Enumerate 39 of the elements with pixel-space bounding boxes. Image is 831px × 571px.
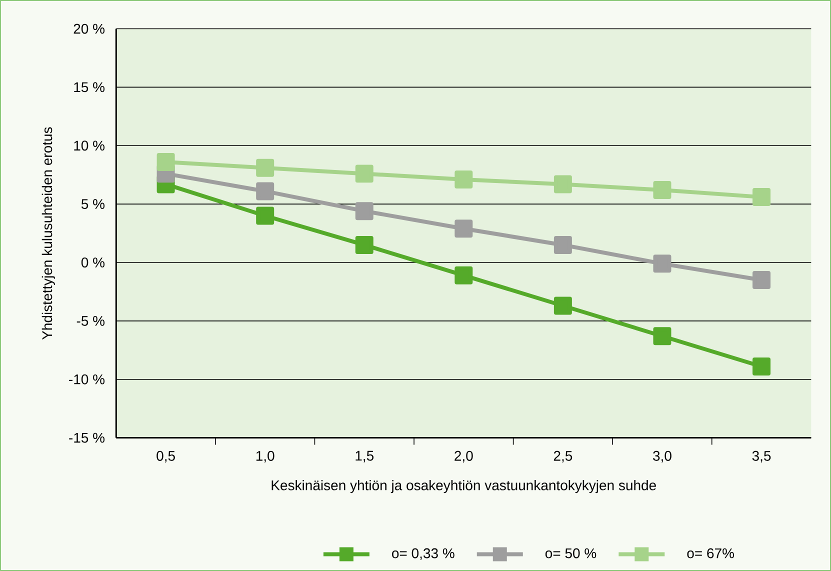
point bbox=[355, 164, 374, 183]
legend-label: o= 50 % bbox=[545, 548, 596, 558]
legend-label: o= 67% bbox=[687, 548, 734, 558]
y-tick-label: 0 % bbox=[81, 258, 105, 268]
point bbox=[355, 236, 374, 254]
y-tick-label: -10 % bbox=[69, 374, 105, 384]
y-tick-label: 20 % bbox=[74, 24, 105, 34]
y-tick-label: -15 % bbox=[69, 432, 105, 443]
point bbox=[752, 358, 771, 376]
y-tick-label: 10 % bbox=[74, 140, 105, 151]
point bbox=[156, 153, 175, 171]
point bbox=[653, 327, 672, 346]
point bbox=[256, 206, 274, 225]
point bbox=[454, 220, 473, 238]
point bbox=[653, 181, 672, 200]
point bbox=[752, 188, 771, 206]
point bbox=[256, 182, 274, 200]
point bbox=[454, 170, 473, 189]
x-tick-label: 3,5 bbox=[752, 450, 771, 462]
point bbox=[752, 271, 771, 290]
point bbox=[653, 254, 672, 273]
point bbox=[355, 202, 374, 220]
y-axis-title: Yhdistettyjen kulusuhteiden erotus bbox=[42, 127, 55, 340]
x-tick-label: 2,0 bbox=[454, 450, 473, 462]
point bbox=[454, 266, 473, 284]
x-tick-label: 0,5 bbox=[156, 450, 175, 462]
x-tick-label: 1,0 bbox=[256, 450, 274, 462]
x-axis-title: Keskinäisen yhtiön ja osakeyhtiön vastuunkantokykyjen suhde bbox=[272, 480, 656, 494]
y-tick-label: 5 % bbox=[81, 199, 105, 209]
point bbox=[256, 158, 274, 177]
x-tick-label: 2,5 bbox=[554, 450, 572, 462]
legend-label: o= 0,33 % bbox=[392, 548, 454, 560]
point bbox=[554, 175, 572, 194]
x-tick-label: 3,0 bbox=[653, 450, 672, 462]
x-tick-label: 1,5 bbox=[356, 450, 374, 462]
y-tick-label: -5 % bbox=[76, 316, 105, 326]
point bbox=[554, 296, 572, 315]
y-tick-label: 15 % bbox=[74, 82, 105, 92]
point bbox=[554, 236, 572, 254]
